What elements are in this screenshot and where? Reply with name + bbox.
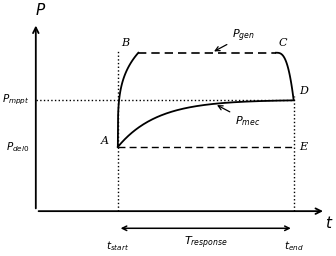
Text: $P_{del0}$: $P_{del0}$ xyxy=(6,140,30,154)
Text: $P_{mppt}$: $P_{mppt}$ xyxy=(2,93,30,107)
Text: $P_{mec}$: $P_{mec}$ xyxy=(218,106,260,128)
Text: B: B xyxy=(121,38,130,48)
Text: $P_{gen}$: $P_{gen}$ xyxy=(215,27,255,51)
Text: A: A xyxy=(101,135,109,145)
Text: $T_{response}$: $T_{response}$ xyxy=(184,235,228,251)
Text: $t_{start}$: $t_{start}$ xyxy=(106,239,129,253)
Text: C: C xyxy=(279,38,288,48)
Text: $P$: $P$ xyxy=(35,3,46,18)
Text: $t_{end}$: $t_{end}$ xyxy=(284,239,303,253)
Text: D: D xyxy=(299,86,308,95)
Text: E: E xyxy=(299,142,307,152)
Text: $t$: $t$ xyxy=(325,216,333,231)
